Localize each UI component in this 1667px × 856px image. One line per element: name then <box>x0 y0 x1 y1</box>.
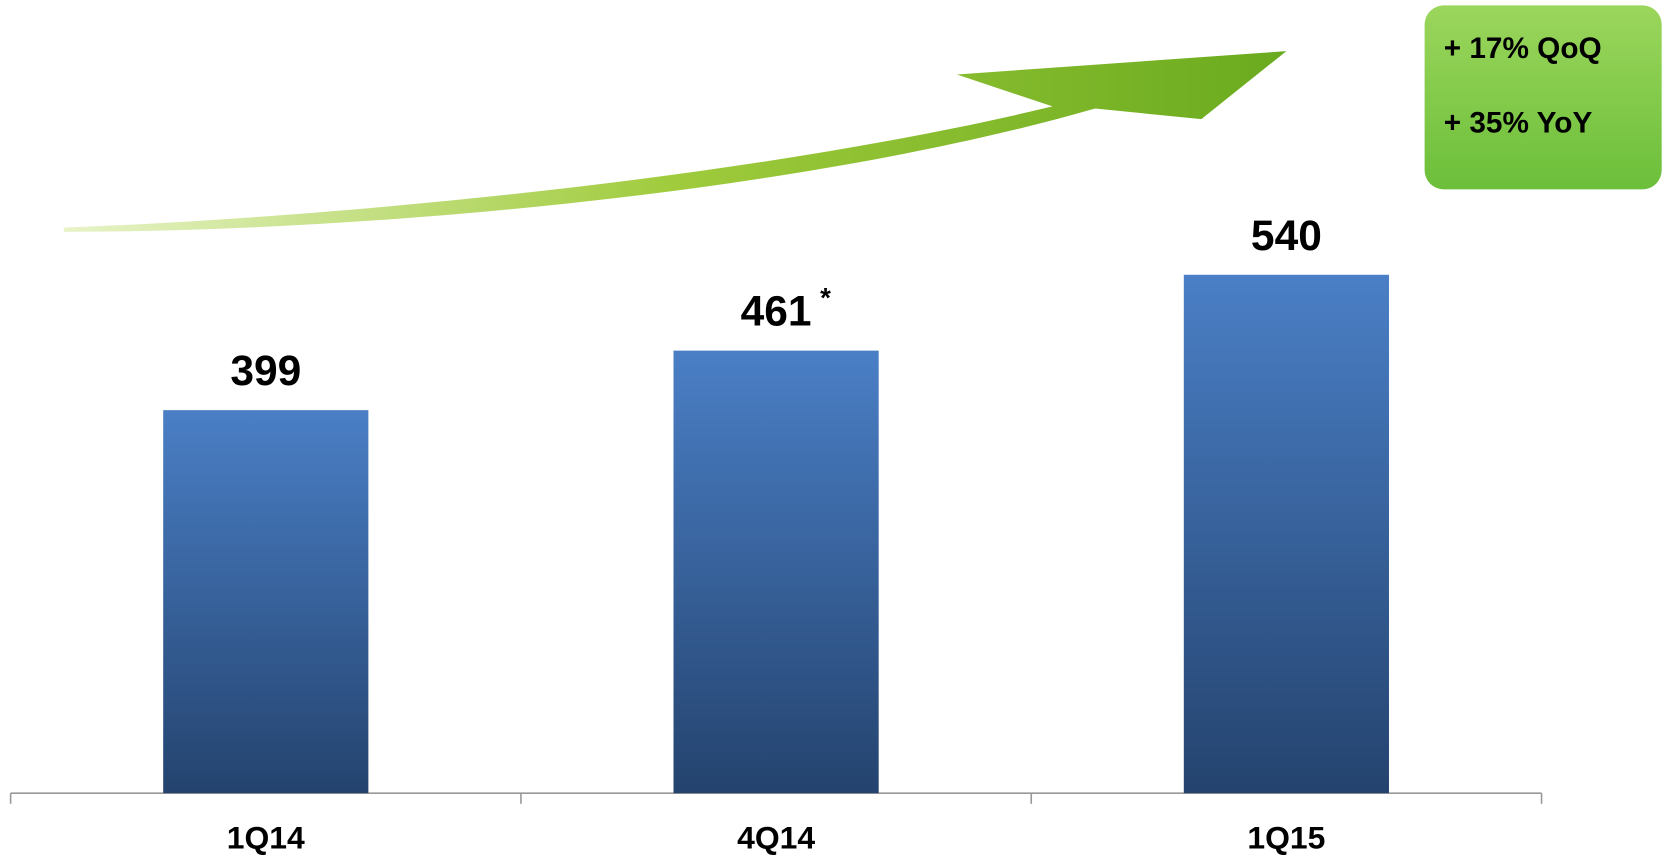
growth-arrow <box>63 51 1287 232</box>
bar <box>673 350 879 794</box>
x-tick-label: 1Q15 <box>1247 819 1325 855</box>
bar <box>1183 274 1389 794</box>
x-tick-label: 1Q14 <box>227 819 305 855</box>
value-label: 461 <box>741 289 812 336</box>
x-tick-label: 4Q14 <box>737 819 815 855</box>
value-label: 540 <box>1251 213 1322 260</box>
bar <box>163 410 369 794</box>
growth-yoy: + 35% YoY <box>1444 106 1593 139</box>
value-label: 399 <box>230 348 301 395</box>
growth-box <box>1424 5 1662 190</box>
growth-qoq: + 17% QoQ <box>1444 32 1602 65</box>
footnote-marker: * <box>820 282 831 313</box>
